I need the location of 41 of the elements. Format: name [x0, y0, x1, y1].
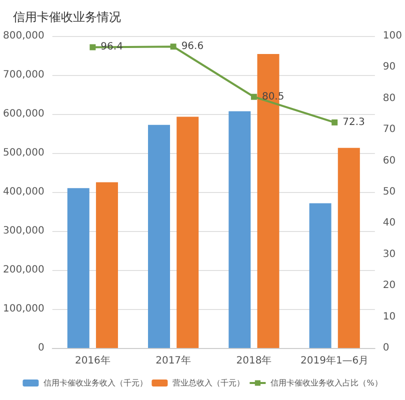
- bar: [176, 116, 199, 348]
- y2-tick-label: 40: [382, 218, 396, 229]
- bar: [148, 124, 170, 348]
- point: [170, 44, 176, 50]
- chart-title: 信用卡催收业务情况: [13, 10, 121, 24]
- point: [332, 119, 338, 126]
- y2-tick-label: 90: [382, 62, 396, 73]
- y-tick-label: 700,000: [2, 70, 44, 80]
- data-label: 72.3: [342, 116, 365, 128]
- legend-label: 信用卡催收业务收入占比（%）: [270, 378, 382, 388]
- y2-tick-label: 60: [382, 155, 396, 166]
- y-tick-label: 800,000: [2, 30, 44, 42]
- y2-tick-label: 80: [382, 92, 396, 104]
- y2-tick-label: 10: [382, 311, 396, 322]
- y2-tick-label: 0: [382, 342, 390, 354]
- y-tick-label: 300,000: [2, 226, 44, 236]
- point: [250, 94, 257, 100]
- y-tick-label: 500,000: [2, 148, 44, 158]
- legend-label: 信用卡催收业务收入（千元）: [44, 378, 148, 388]
- y-tick-label: 400,000: [2, 186, 44, 198]
- bar: [309, 203, 332, 348]
- y2-tick-label: 70: [382, 124, 396, 136]
- y-tick-label: 0: [38, 342, 44, 354]
- x-tick-label: 2018年: [236, 354, 272, 366]
- point: [90, 44, 96, 50]
- bar: [228, 111, 251, 348]
- x-tick-label: 2016年: [74, 354, 110, 366]
- bar: [67, 188, 90, 348]
- y-tick-label: 100,000: [2, 304, 44, 314]
- bar: [96, 182, 118, 348]
- y2-tick-label: 100: [382, 30, 402, 42]
- y-tick-label: 200,000: [2, 264, 44, 276]
- y2-tick-label: 50: [382, 186, 396, 198]
- x-tick-label: 2019年1—6月: [300, 354, 369, 366]
- bar: [338, 148, 360, 348]
- y-tick-label: 600,000: [2, 108, 44, 120]
- y2-tick-label: 20: [382, 280, 396, 292]
- data-label: 96.6: [181, 41, 204, 52]
- legend-label: 营业总收入（千元）: [172, 378, 245, 388]
- x-tick-label: 2017年: [156, 354, 192, 366]
- y2-tick-label: 30: [382, 248, 396, 260]
